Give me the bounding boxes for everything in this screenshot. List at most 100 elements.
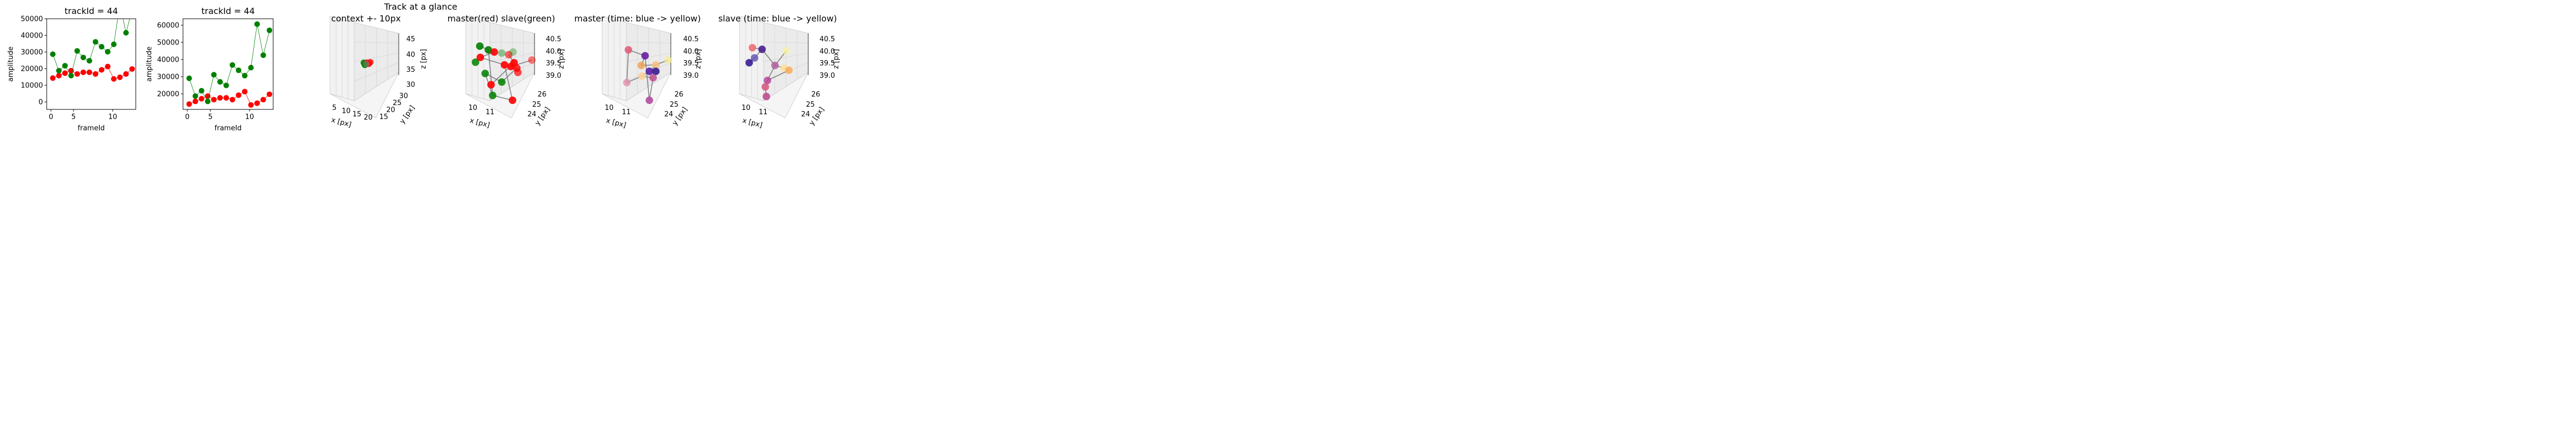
- x-tick-label: 10: [742, 104, 751, 112]
- series-2-point: [129, 7, 135, 12]
- series-2-point: [50, 51, 56, 57]
- z-tick-label: 40.0: [683, 48, 699, 56]
- scatter-point: [646, 97, 653, 104]
- series-2-point: [86, 58, 92, 64]
- series-1-point: [74, 71, 80, 77]
- scatter-point: [749, 44, 756, 51]
- series-1-point: [105, 63, 111, 70]
- series-1-point: [62, 70, 68, 76]
- figure: Track at a glance 0 5 10 0 10000 20000 30000 40…: [7, 2, 840, 132]
- series-1-point: [123, 71, 129, 77]
- scatter-point: [745, 59, 753, 66]
- series-2-point: [80, 55, 86, 61]
- scatter-point: [477, 54, 484, 61]
- series-1-point: [80, 69, 86, 76]
- y-tick-label: 25: [806, 101, 815, 109]
- y-axis-label: y [px]: [808, 106, 826, 127]
- z-tick-label: 39.5: [683, 60, 699, 68]
- series-1-point: [99, 67, 105, 73]
- y-tick-label: 24: [528, 110, 537, 119]
- chart-title: context +- 10px: [331, 13, 401, 24]
- z-tick-label: 40.5: [819, 35, 835, 43]
- trajectory-segment: [767, 70, 789, 81]
- scatter-point: [758, 46, 766, 53]
- y-tick-label: 26: [811, 91, 821, 99]
- y-tick-label: 50000: [21, 16, 43, 24]
- series-2-point: [248, 64, 254, 71]
- y-tick-label: 15: [379, 113, 389, 121]
- z-tick-label: 40.5: [546, 35, 561, 43]
- y-tick-label: 30: [399, 92, 408, 100]
- series-2-point: [217, 79, 223, 85]
- y-tick-label: 10000: [21, 82, 43, 90]
- plot-area: [50, 7, 135, 82]
- series-1-point: [86, 69, 92, 76]
- scatter-point: [638, 72, 646, 80]
- y-tick-label: 26: [538, 91, 547, 99]
- scatter-point: [625, 46, 632, 54]
- grid-line: [354, 62, 399, 82]
- series-2-point: [74, 48, 80, 54]
- chart-title: slave (time: blue -> yellow): [718, 13, 837, 24]
- z-tick-label: 39.5: [819, 60, 835, 68]
- z-tick-label: 39.0: [683, 72, 699, 80]
- x-tick-label: 11: [622, 108, 631, 116]
- series-1-point: [117, 74, 123, 80]
- y-tick-label: 30000: [21, 49, 43, 57]
- series-2-point: [260, 52, 266, 58]
- z-axis-label: z [px]: [694, 49, 702, 69]
- z-tick-label: 45: [406, 35, 415, 43]
- series-2-point: [186, 75, 192, 82]
- x-tick-label: 5: [332, 104, 336, 112]
- y-axis-label: amplitude: [145, 47, 153, 82]
- y-tick-label: 25: [532, 101, 541, 109]
- scatter-point: [509, 48, 517, 56]
- series-2-point: [99, 44, 105, 50]
- series-2-point: [62, 63, 68, 69]
- trajectory-segment: [645, 55, 650, 101]
- trajectory-segment: [649, 77, 654, 101]
- series-2-point: [254, 21, 260, 27]
- scatter-point: [785, 66, 793, 74]
- scatter-point: [782, 47, 790, 55]
- scatter-point: [476, 42, 484, 50]
- x-tick-label: 5: [208, 113, 213, 121]
- scatter-point: [751, 54, 758, 62]
- z-tick-label: 39.0: [819, 72, 835, 80]
- chart-title: master (time: blue -> yellow): [574, 13, 701, 24]
- scatter-point: [652, 61, 660, 69]
- series-1-point: [211, 97, 217, 102]
- series-2-point: [266, 27, 273, 33]
- x-tick-label: 5: [71, 113, 76, 121]
- x-axis-label: x [px]: [605, 116, 627, 129]
- series-2-point: [123, 29, 129, 36]
- scatter-point: [638, 62, 645, 69]
- scatter-point: [764, 77, 771, 84]
- series-2-point: [204, 98, 211, 105]
- chart-6: slave (time: blue -> yellow) 39.0 39.5 40.0…: [718, 13, 840, 130]
- scatter-point: [509, 97, 516, 104]
- y-axis-label: y [px]: [671, 106, 689, 127]
- y-tick-label: 25: [670, 101, 679, 109]
- x-tick-label: 10: [108, 113, 118, 121]
- scatter-point: [771, 62, 779, 69]
- scatter-point: [641, 52, 649, 60]
- series-1-point: [217, 95, 223, 101]
- y-tick-label: 26: [675, 91, 684, 99]
- series-1-point: [186, 101, 192, 107]
- z-axis-label: z [px]: [558, 49, 566, 69]
- trajectory-segment: [480, 57, 505, 65]
- z-tick-label: 35: [406, 66, 415, 74]
- scatter-point: [501, 61, 508, 69]
- z-tick-label: 40.5: [683, 35, 699, 43]
- y-tick-label: 0: [39, 99, 43, 107]
- chart-title: trackId = 44: [201, 6, 255, 16]
- scatter-point: [363, 61, 370, 67]
- scatter-point: [763, 93, 770, 100]
- scatter-point: [491, 48, 498, 56]
- scatter-point: [489, 92, 496, 99]
- y-tick-label: 25: [393, 99, 402, 107]
- series-1-point: [229, 97, 236, 102]
- x-axis-label: frameId: [78, 124, 105, 132]
